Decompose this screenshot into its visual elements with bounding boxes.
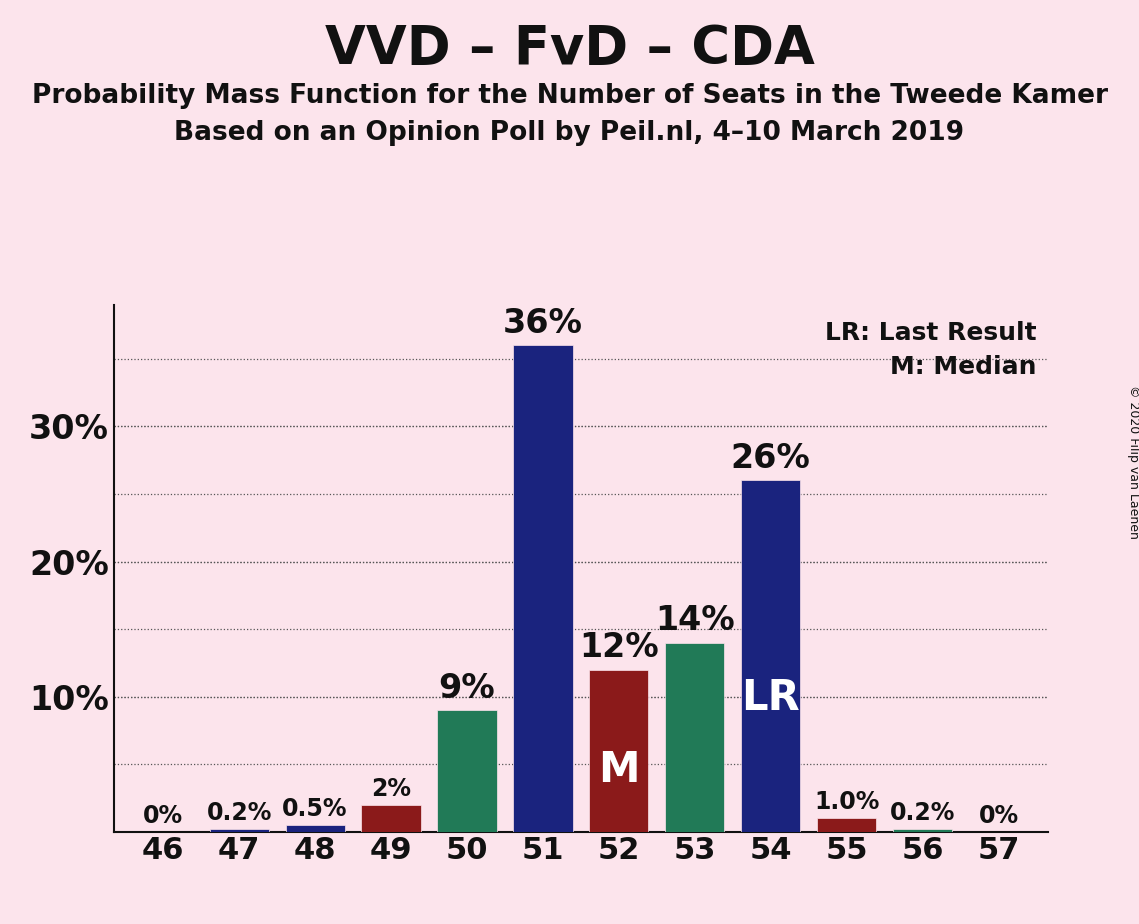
Text: LR: LR bbox=[741, 677, 800, 719]
Text: 0.5%: 0.5% bbox=[282, 796, 347, 821]
Text: 2%: 2% bbox=[371, 776, 411, 800]
Text: VVD – FvD – CDA: VVD – FvD – CDA bbox=[325, 23, 814, 75]
Bar bbox=[437, 710, 497, 832]
Text: 0%: 0% bbox=[144, 804, 183, 828]
Text: 26%: 26% bbox=[731, 442, 811, 475]
Text: 36%: 36% bbox=[503, 307, 583, 340]
Bar bbox=[361, 805, 420, 832]
Bar bbox=[665, 642, 724, 832]
Text: M: Median: M: Median bbox=[890, 355, 1036, 379]
Text: 0.2%: 0.2% bbox=[206, 801, 272, 825]
Text: 9%: 9% bbox=[439, 672, 495, 705]
Text: 12%: 12% bbox=[579, 631, 658, 664]
Bar bbox=[817, 818, 876, 832]
Bar bbox=[893, 829, 952, 832]
Text: 14%: 14% bbox=[655, 604, 735, 638]
Bar bbox=[741, 480, 801, 832]
Text: LR: Last Result: LR: Last Result bbox=[825, 322, 1036, 346]
Bar bbox=[286, 825, 345, 832]
Text: Probability Mass Function for the Number of Seats in the Tweede Kamer: Probability Mass Function for the Number… bbox=[32, 83, 1107, 109]
Bar bbox=[514, 346, 573, 832]
Text: © 2020 Filip van Laenen: © 2020 Filip van Laenen bbox=[1126, 385, 1139, 539]
Text: 1.0%: 1.0% bbox=[814, 790, 879, 814]
Text: Based on an Opinion Poll by Peil.nl, 4–10 March 2019: Based on an Opinion Poll by Peil.nl, 4–1… bbox=[174, 120, 965, 146]
Text: M: M bbox=[598, 749, 640, 791]
Text: 0.2%: 0.2% bbox=[890, 801, 956, 825]
Text: 0%: 0% bbox=[978, 804, 1018, 828]
Bar bbox=[589, 670, 648, 832]
Bar bbox=[210, 829, 269, 832]
